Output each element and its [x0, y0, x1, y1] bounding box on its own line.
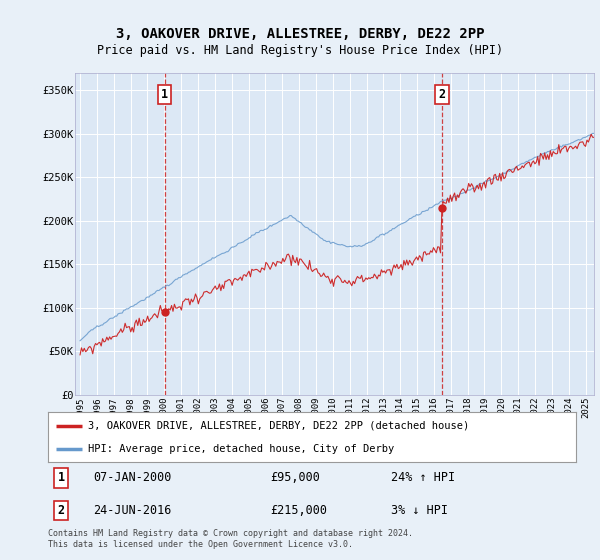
Text: 07-JAN-2000: 07-JAN-2000 — [93, 471, 171, 484]
Text: 3% ↓ HPI: 3% ↓ HPI — [391, 504, 448, 517]
Text: 2: 2 — [58, 504, 65, 517]
Text: £95,000: £95,000 — [270, 471, 320, 484]
Text: £215,000: £215,000 — [270, 504, 327, 517]
Text: 24% ↑ HPI: 24% ↑ HPI — [391, 471, 455, 484]
Text: 2: 2 — [439, 88, 446, 101]
Text: 24-JUN-2016: 24-JUN-2016 — [93, 504, 171, 517]
Text: 1: 1 — [58, 471, 65, 484]
Text: 3, OAKOVER DRIVE, ALLESTREE, DERBY, DE22 2PP: 3, OAKOVER DRIVE, ALLESTREE, DERBY, DE22… — [116, 27, 484, 41]
Text: Contains HM Land Registry data © Crown copyright and database right 2024.
This d: Contains HM Land Registry data © Crown c… — [48, 529, 413, 549]
Text: Price paid vs. HM Land Registry's House Price Index (HPI): Price paid vs. HM Land Registry's House … — [97, 44, 503, 57]
Text: HPI: Average price, detached house, City of Derby: HPI: Average price, detached house, City… — [88, 445, 394, 454]
Text: 3, OAKOVER DRIVE, ALLESTREE, DERBY, DE22 2PP (detached house): 3, OAKOVER DRIVE, ALLESTREE, DERBY, DE22… — [88, 421, 469, 431]
Text: 1: 1 — [161, 88, 169, 101]
